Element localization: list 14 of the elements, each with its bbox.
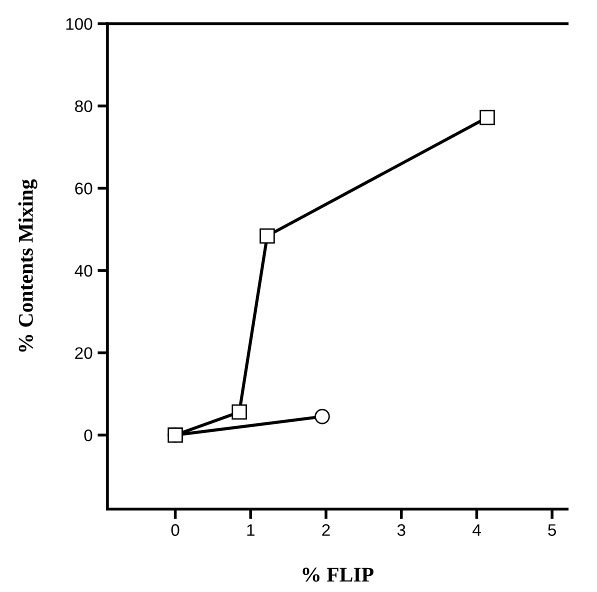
y-tick-label: 80 <box>75 100 92 112</box>
y-tick-label: 0 <box>84 429 92 442</box>
y-tick-label: 20 <box>75 347 92 359</box>
y-axis-title: % Contents Mixing <box>18 179 38 352</box>
x-axis-title: % FLIP <box>302 568 374 582</box>
y-tick-label: 40 <box>74 264 92 277</box>
x-tick-label: 3 <box>397 524 406 536</box>
x-tick-label: 1 <box>247 524 254 536</box>
x-tick-label: 2 <box>322 524 330 536</box>
x-tick-label: 4 <box>472 524 481 536</box>
y-tick-label: 60 <box>75 182 92 194</box>
x-tick-label: 5 <box>548 524 556 536</box>
x-tick-label: 0 <box>171 524 180 536</box>
y-tick-label: 100 <box>66 18 92 30</box>
